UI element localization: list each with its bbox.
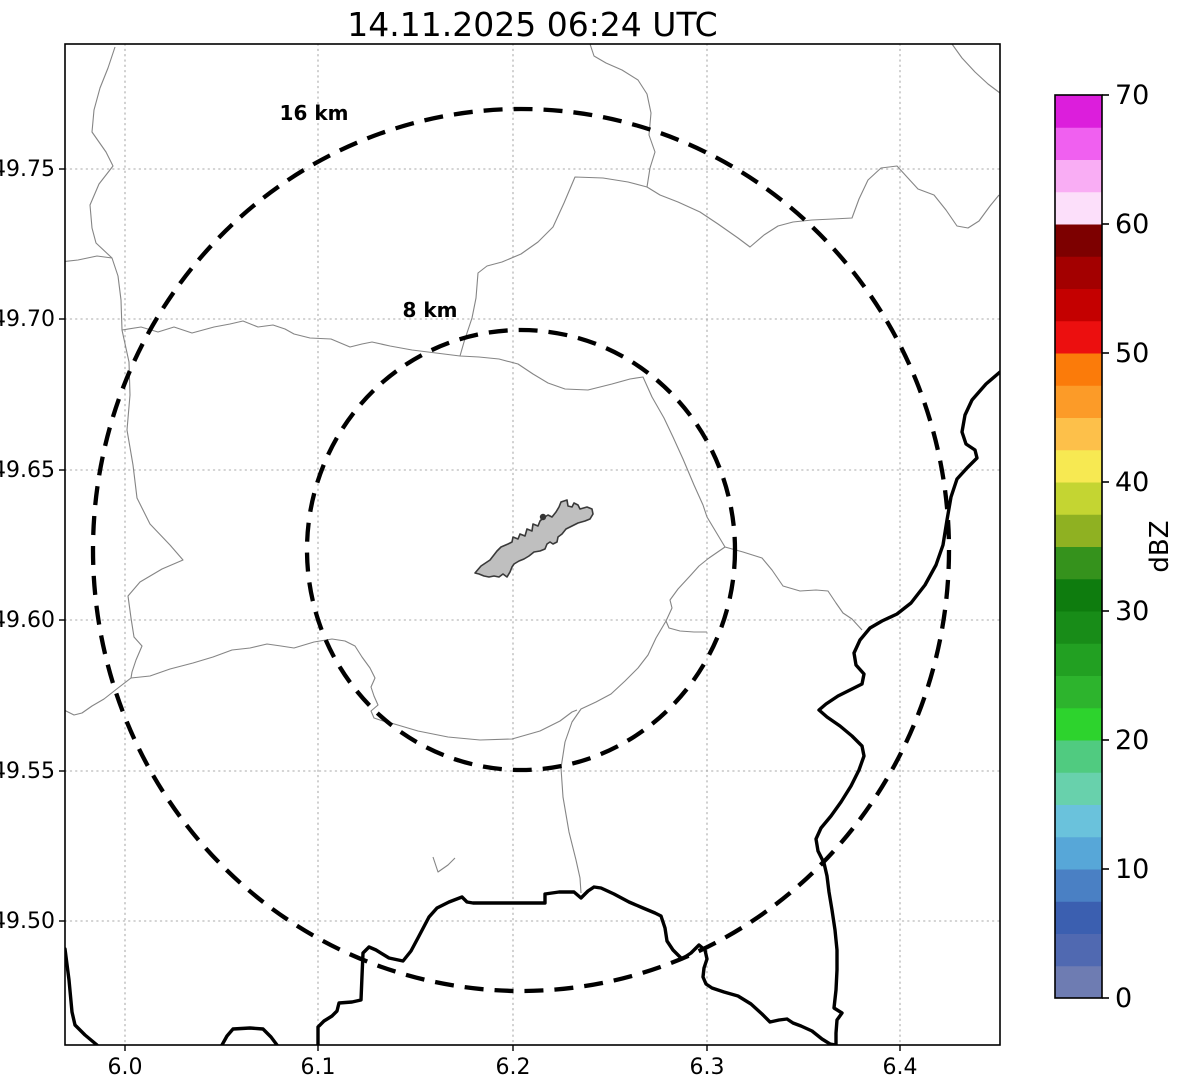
range-ring	[304, 327, 738, 773]
colorbar-band	[1055, 224, 1102, 257]
y-tick-label: 49.55	[0, 759, 55, 784]
colorbar-band	[1055, 449, 1102, 483]
colorbar-tick-label: 10	[1115, 854, 1149, 885]
country-border-line	[65, 947, 99, 1045]
colorbar-band	[1055, 127, 1102, 160]
grid-lines	[64, 43, 1001, 1046]
colorbar-band	[1055, 288, 1102, 322]
colorbar-band	[1055, 901, 1102, 934]
colorbar-outline	[1054, 94, 1103, 999]
plot-title: 14.11.2025 06:24 UTC	[347, 5, 717, 44]
range-ring-label: 16 km	[280, 101, 349, 125]
colorbar-band	[1055, 643, 1102, 676]
colorbar-band	[1055, 836, 1102, 870]
colorbar-band	[1055, 482, 1102, 515]
colorbar-tick-label: 30	[1115, 596, 1149, 627]
x-tick-label: 6.2	[496, 1055, 531, 1080]
colorbar-tick-label: 0	[1115, 983, 1132, 1014]
colorbar-tick-label: 40	[1115, 467, 1149, 498]
range-ring-label: 8 km	[402, 298, 457, 322]
country-border-line	[814, 370, 1000, 1045]
city-boundary-polygon	[474, 499, 594, 578]
range-ring	[90, 106, 952, 994]
colorbar-band	[1055, 675, 1102, 709]
colorbar-band	[1055, 546, 1102, 580]
country-border-line	[220, 1026, 279, 1045]
admin-boundary-line	[459, 176, 863, 631]
colorbar-tick-label: 50	[1115, 338, 1149, 369]
colorbar-band	[1055, 933, 1102, 967]
map-layer	[65, 44, 1000, 1045]
x-tick-label: 6.1	[301, 1055, 336, 1080]
radar-site-dot	[539, 513, 547, 521]
colorbar-band	[1055, 256, 1102, 289]
admin-boundary-line	[130, 638, 578, 741]
colorbar-band	[1055, 578, 1102, 612]
colorbar-tick-label: 70	[1115, 80, 1149, 111]
colorbar-band	[1055, 611, 1102, 644]
colorbar-band	[1055, 159, 1102, 193]
colorbar-tick-label: 60	[1115, 209, 1149, 240]
y-tick-label: 49.65	[0, 458, 55, 483]
colorbar-tick-label: 20	[1115, 725, 1149, 756]
y-tick-label: 49.60	[0, 608, 55, 633]
colorbar-band	[1055, 95, 1102, 128]
admin-boundary-line	[665, 546, 726, 633]
y-tick-label: 49.50	[0, 909, 55, 934]
colorbar-band	[1055, 417, 1102, 451]
x-tick-label: 6.4	[883, 1055, 918, 1080]
admin-boundary-line	[65, 255, 113, 262]
plot-spine	[64, 43, 1001, 1046]
colorbar-band	[1055, 772, 1102, 805]
country-border-line	[316, 885, 838, 1045]
colorbar-band	[1055, 385, 1102, 418]
admin-boundary-line	[432, 856, 456, 873]
admin-boundary-line	[951, 44, 1000, 94]
x-tick-label: 6.3	[690, 1055, 725, 1080]
colorbar-band	[1055, 320, 1102, 354]
colorbar: 0 10 20 30 40 50 60 70 dBZ	[1054, 80, 1175, 1014]
y-tick-label: 49.70	[0, 307, 55, 332]
colorbar-band	[1055, 191, 1102, 225]
admin-boundary-line	[589, 44, 1000, 248]
colorbar-band	[1055, 514, 1102, 547]
admin-boundary-line	[65, 46, 184, 716]
colorbar-band	[1055, 869, 1102, 902]
colorbar-axis-label: dBZ	[1145, 520, 1175, 572]
colorbar-band	[1055, 804, 1102, 838]
admin-boundary-line	[121, 320, 461, 357]
colorbar-band	[1055, 707, 1102, 741]
colorbar-band	[1055, 965, 1102, 999]
admin-boundary-line	[560, 620, 667, 894]
x-tick-label: 6.0	[108, 1055, 143, 1080]
y-tick-label: 49.75	[0, 157, 55, 182]
colorbar-band	[1055, 740, 1102, 773]
axis-ticks	[59, 168, 901, 1051]
colorbar-band	[1055, 353, 1102, 386]
